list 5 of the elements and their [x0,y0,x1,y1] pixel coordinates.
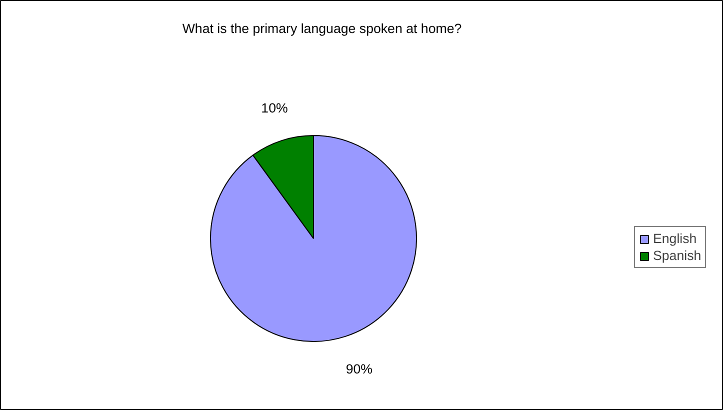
data-label: 90% [346,361,373,376]
legend-label: English [653,231,697,246]
data-label: 10% [261,100,288,116]
legend-label: Spanish [653,248,702,263]
chart-title: What is the primary language spoken at home? [182,21,462,36]
